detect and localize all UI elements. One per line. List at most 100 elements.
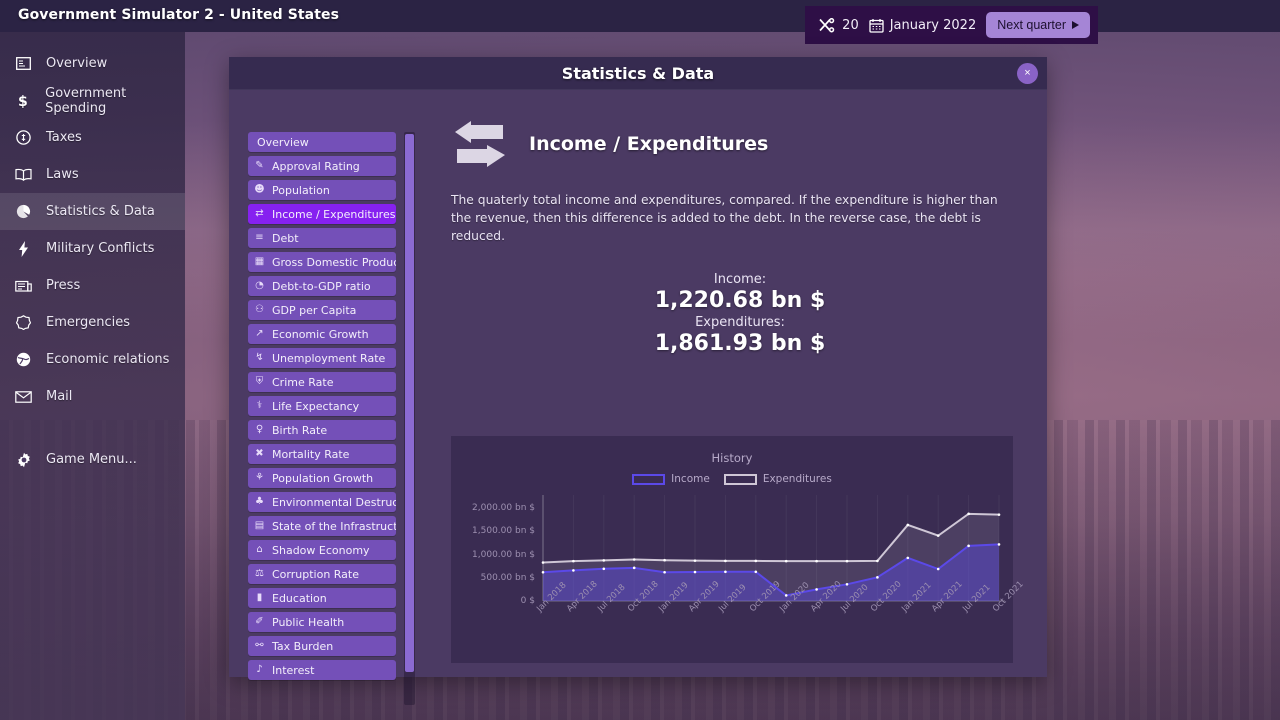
dollar-icon: $ bbox=[14, 93, 32, 109]
stats-list-item[interactable]: ♀ Birth Rate bbox=[248, 420, 396, 440]
stats-list-item[interactable]: ⛨ Crime Rate bbox=[248, 372, 396, 392]
next-quarter-label: Next quarter bbox=[997, 18, 1066, 32]
sidebar-label: Taxes bbox=[46, 130, 82, 145]
stats-list-item[interactable]: ↗ Economic Growth bbox=[248, 324, 396, 344]
stats-list-item-label: Population bbox=[272, 183, 330, 197]
y-axis-tick-label: 1,000.00 bn $ bbox=[472, 549, 535, 560]
sidebar-item-military-conflicts[interactable]: Military Conflicts bbox=[0, 230, 185, 267]
sidebar-item-overview[interactable]: Overview bbox=[0, 45, 185, 82]
chart-point bbox=[632, 558, 636, 561]
chart-title: History bbox=[711, 451, 753, 465]
sidebar-label: Mail bbox=[46, 389, 73, 404]
chart-point bbox=[754, 559, 758, 563]
chart-point bbox=[815, 559, 818, 563]
stats-list-item[interactable]: ⚖ Corruption Rate bbox=[248, 564, 396, 584]
chart-point bbox=[967, 544, 970, 548]
date-group: January 2022 bbox=[869, 17, 977, 33]
sidebar-item-game-menu[interactable]: Game Menu... bbox=[0, 441, 185, 478]
sidebar-label: Game Menu... bbox=[46, 452, 137, 467]
y-axis-tick-label: 1,500.00 bn $ bbox=[472, 526, 535, 537]
mortality-icon: ✖ bbox=[255, 448, 264, 459]
stats-list-item-label: Crime Rate bbox=[272, 375, 334, 389]
statistics-modal: Statistics & Data × Overview ✎ Approval Ra… bbox=[229, 57, 1047, 705]
shadow-economy-icon: ⌂ bbox=[256, 544, 263, 555]
stats-list-item[interactable]: ↯ Unemployment Rate bbox=[248, 348, 396, 368]
interest-icon: ♪ bbox=[256, 664, 263, 675]
stats-list-item[interactable]: ▤ State of the Infrastructure bbox=[248, 516, 396, 536]
stats-list-item[interactable]: ▮ Education bbox=[248, 588, 396, 608]
train-icon: ▤ bbox=[254, 520, 265, 531]
scrollbar-thumb[interactable] bbox=[405, 134, 414, 672]
stats-list-item[interactable]: ⚕ Life Expectancy bbox=[248, 396, 396, 416]
stats-list-item[interactable]: ✎ Approval Rating bbox=[248, 156, 396, 176]
stats-list-item-label: State of the Infrastructure bbox=[272, 519, 396, 533]
stats-list-item[interactable]: ⌂ Shadow Economy bbox=[248, 540, 396, 560]
capita-icon: ⚇ bbox=[255, 304, 264, 315]
expenditures-value: 1,861.93 bn $ bbox=[654, 331, 826, 357]
corruption-icon: ⚖ bbox=[255, 568, 264, 579]
legend-swatch bbox=[632, 473, 666, 485]
history-chart: History Income Expenditures 2,000.00 bn $… bbox=[451, 436, 1026, 663]
detail-title: Income / Expenditures bbox=[529, 133, 769, 155]
legend-swatch bbox=[723, 473, 757, 485]
stats-list-item[interactable]: Overview bbox=[248, 132, 396, 152]
pie-chart-icon bbox=[14, 204, 33, 219]
stats-list-item-label: Shadow Economy bbox=[272, 543, 370, 557]
sidebar-item-economic-relations[interactable]: Economic relations bbox=[0, 341, 185, 378]
stats-list-item[interactable]: ⚯ Tax Burden bbox=[248, 636, 396, 656]
sidebar-item-statistics-data[interactable]: Statistics & Data bbox=[0, 193, 185, 230]
sidebar-item-taxes[interactable]: Taxes bbox=[0, 119, 185, 156]
stats-list-item[interactable]: ♪ Interest bbox=[248, 660, 396, 680]
newspaper-icon bbox=[14, 279, 33, 292]
sidebar-item-government-spending[interactable]: $ Government Spending bbox=[0, 82, 185, 119]
chart-point bbox=[784, 594, 788, 597]
book-edu-icon: ▮ bbox=[256, 592, 263, 603]
stats-list-item[interactable]: ⇄ Income / Expenditures bbox=[248, 204, 396, 224]
sidebar-label: Laws bbox=[46, 167, 79, 182]
life-icon: ⚕ bbox=[256, 400, 263, 411]
statistics-list-scrollbar[interactable] bbox=[404, 132, 415, 705]
chart-line-income bbox=[542, 543, 1000, 597]
sidebar-label: Overview bbox=[46, 56, 108, 71]
legend-entry: Expenditures bbox=[723, 473, 832, 485]
next-quarter-button[interactable]: Next quarter bbox=[986, 12, 1090, 38]
stats-list-item-label: Unemployment Rate bbox=[272, 351, 386, 365]
stats-list-item[interactable]: ▦ Gross Domestic Product bbox=[248, 252, 396, 272]
sidebar-label: Emergencies bbox=[46, 315, 131, 330]
stats-list-item[interactable]: ☻ Population bbox=[248, 180, 396, 200]
stats-list-item-label: Environmental Destruction bbox=[272, 495, 396, 509]
chart-point bbox=[663, 570, 666, 574]
sidebar-item-emergencies[interactable]: Emergencies bbox=[0, 304, 185, 341]
pie-chart-icon: ◔ bbox=[255, 280, 264, 291]
detail-pane: Income / Expenditures The quaterly total… bbox=[451, 116, 1029, 665]
stats-list-item-label: Tax Burden bbox=[272, 639, 334, 653]
stats-list-item[interactable]: ✐ Public Health bbox=[248, 612, 396, 632]
health-icon: ✐ bbox=[255, 616, 264, 627]
growth-chart-icon: ↗ bbox=[255, 328, 264, 339]
stats-list-item[interactable]: ≡ Debt bbox=[248, 228, 396, 248]
chart-point bbox=[602, 559, 606, 562]
stats-list-item[interactable]: ⚇ GDP per Capita bbox=[248, 300, 396, 320]
detail-header: Income / Expenditures bbox=[451, 116, 1029, 172]
sidebar-item-press[interactable]: Press bbox=[0, 267, 185, 304]
close-icon[interactable]: × bbox=[1017, 63, 1038, 84]
tools-icon bbox=[819, 17, 836, 33]
approval-icon: ✎ bbox=[255, 160, 264, 171]
sidebar-item-mail[interactable]: Mail bbox=[0, 378, 185, 415]
stats-list-item[interactable]: ✖ Mortality Rate bbox=[248, 444, 396, 464]
sidebar-item-laws[interactable]: Laws bbox=[0, 156, 185, 193]
overview-icon bbox=[14, 57, 33, 70]
detail-figures: Income: 1,220.68 bn $ Expenditures: 1,86… bbox=[451, 272, 1029, 356]
chart-point bbox=[693, 559, 697, 562]
chart-point bbox=[906, 556, 910, 560]
chart-point bbox=[997, 513, 1001, 516]
unemployment-icon: ↯ bbox=[255, 352, 264, 363]
stats-list-item[interactable]: ♣ Environmental Destruction bbox=[248, 492, 396, 512]
stats-list-item[interactable]: ◔ Debt-to-GDP ratio bbox=[248, 276, 396, 296]
sidebar-label: Government Spending bbox=[45, 85, 127, 116]
stats-list-item[interactable]: ⚘ Population Growth bbox=[248, 468, 396, 488]
sidebar-label: Military Conflicts bbox=[46, 241, 155, 256]
chart-area-income bbox=[543, 544, 999, 601]
shield-icon: ⛨ bbox=[255, 376, 264, 387]
current-date: January 2022 bbox=[889, 17, 977, 33]
